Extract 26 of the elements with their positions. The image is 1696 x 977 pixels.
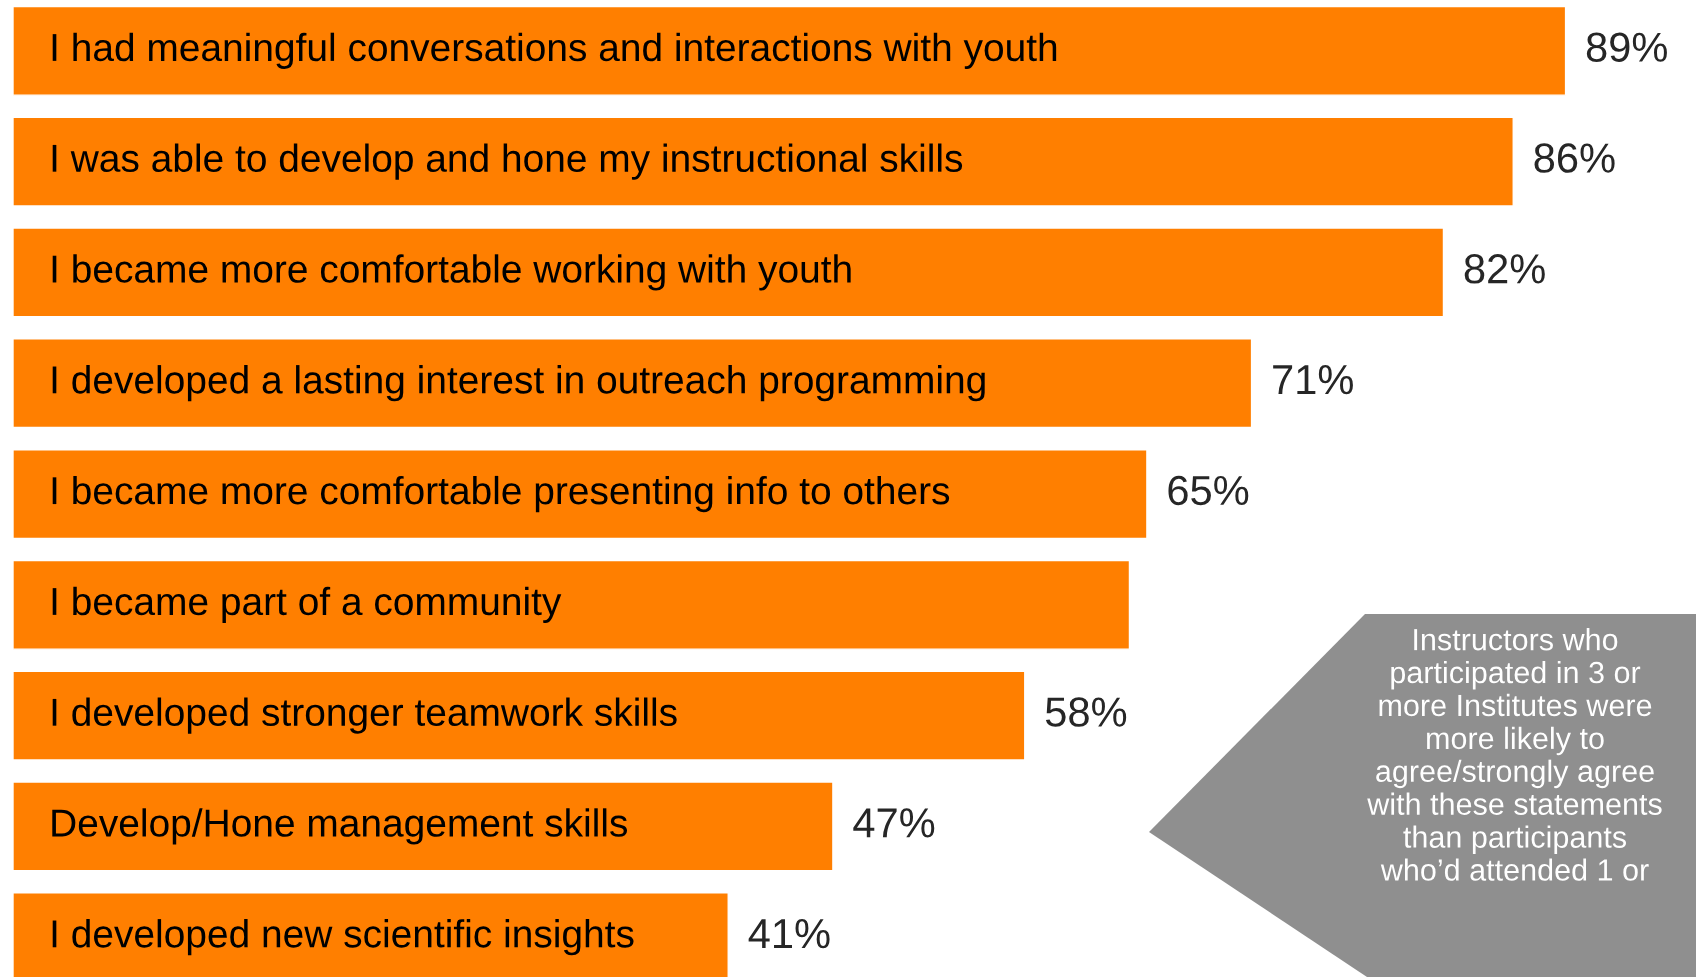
- y-tick-label: I became part of a community: [52, 586, 562, 623]
- bar: [13, 670, 1026, 761]
- y-tick-label: I was able to develop and hone my instructional skills: [52, 143, 963, 180]
- data-label: 47%: [853, 808, 935, 838]
- y-tick-label: I became more comfortable working with youth: [52, 254, 851, 291]
- data-label: 86%: [1534, 143, 1615, 173]
- bar: [13, 5, 1567, 96]
- data-label: 65%: [1168, 475, 1249, 506]
- data-label: 41%: [748, 919, 830, 949]
- bar: [13, 449, 1148, 540]
- y-tick-label: I developed a lasting interest in outreach programming: [52, 365, 985, 402]
- data-label: 89%: [1586, 32, 1667, 62]
- bar: [13, 338, 1253, 429]
- bar: [13, 559, 1131, 650]
- bar: [13, 781, 834, 872]
- bar: [13, 227, 1445, 318]
- y-tick-label: I became more comfortable presenting info to others: [52, 475, 950, 513]
- bar: [13, 116, 1514, 207]
- y-tick-label: I had meaningful conversations and interactions with youth: [52, 32, 1057, 69]
- data-label: 58%: [1045, 697, 1127, 727]
- y-tick-label: I developed stronger teamwork skills: [52, 697, 677, 734]
- annotation: Instructors who participated in 3 or more Institutes were more likely to agree/strongly agree with these statements than participants who’d attended 1 or: [1367, 628, 1662, 881]
- y-tick-label: I developed new scientific insights: [52, 919, 634, 956]
- y-tick-label: Develop/Hone management skills: [52, 808, 628, 845]
- data-label: 71%: [1273, 365, 1353, 395]
- data-label: 82%: [1464, 254, 1545, 284]
